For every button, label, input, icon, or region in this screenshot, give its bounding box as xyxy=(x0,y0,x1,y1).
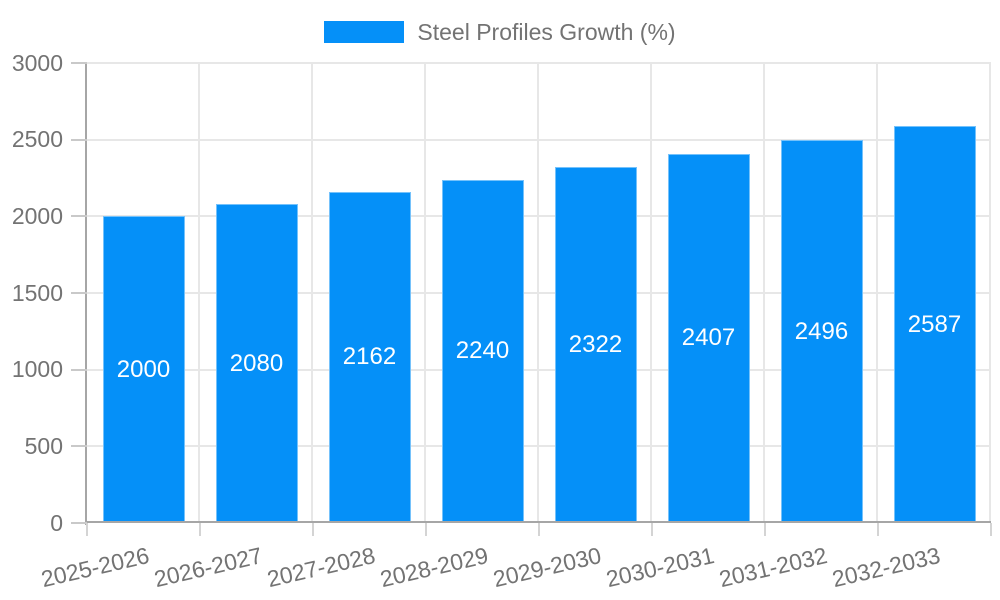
y-axis-tick xyxy=(71,368,87,371)
x-axis-tick xyxy=(199,523,201,536)
gridline-vertical xyxy=(763,63,765,523)
gridline-horizontal xyxy=(87,62,991,64)
y-axis-tick xyxy=(71,215,87,218)
bar-2027-2028[interactable]: 2162 xyxy=(328,191,411,523)
bar-value-label: 2496 xyxy=(794,317,849,345)
y-axis-tick-label: 0 xyxy=(50,509,63,536)
bar-value-label: 2000 xyxy=(116,355,171,383)
bar-2026-2027[interactable]: 2080 xyxy=(215,204,298,523)
x-axis-tick xyxy=(86,523,88,536)
x-axis-tick xyxy=(877,523,879,536)
x-axis-tick xyxy=(990,523,992,536)
y-axis-tick xyxy=(71,445,87,448)
gridline-horizontal xyxy=(87,292,991,294)
y-axis-tick-label: 500 xyxy=(24,432,63,459)
y-axis-tick xyxy=(71,62,87,64)
bar-value-label: 2240 xyxy=(455,337,510,365)
legend[interactable]: Steel Profiles Growth (%) xyxy=(0,20,1000,44)
bar-value-label: 2080 xyxy=(229,349,284,377)
legend-label: Steel Profiles Growth (%) xyxy=(417,19,676,45)
bar-value-label: 2162 xyxy=(342,343,397,371)
plot-area: 2000 2080 2162 2240 2322 2407 2496 2587 xyxy=(87,62,991,523)
y-axis-tick-label: 2000 xyxy=(11,202,63,229)
bar-2032-2033[interactable]: 2587 xyxy=(893,126,976,523)
x-axis-line xyxy=(85,521,991,523)
gridline-vertical xyxy=(424,63,426,523)
gridline-horizontal xyxy=(87,368,991,371)
y-axis-tick xyxy=(71,138,87,141)
bar-2031-2032[interactable]: 2496 xyxy=(780,140,863,523)
bar-value-label: 2407 xyxy=(681,324,736,352)
y-axis-line xyxy=(85,63,87,525)
legend-swatch[interactable] xyxy=(324,21,405,43)
y-axis-tick-label: 3000 xyxy=(11,49,63,76)
x-axis-tick xyxy=(764,523,766,536)
bar-value-label: 2587 xyxy=(907,310,962,338)
gridline-vertical xyxy=(876,63,878,523)
y-axis-tick-label: 2500 xyxy=(11,126,63,153)
gridline-vertical xyxy=(537,63,539,523)
gridline-horizontal xyxy=(87,445,991,448)
gridline-vertical xyxy=(650,63,652,523)
y-axis-tick xyxy=(71,292,87,294)
y-axis-tick-label: 1500 xyxy=(11,279,63,306)
x-axis-tick xyxy=(651,523,653,536)
y-axis-tick-label: 1000 xyxy=(11,356,63,383)
x-axis-tick xyxy=(538,523,540,536)
bar-2030-2031[interactable]: 2407 xyxy=(667,153,750,523)
bar-2029-2030[interactable]: 2322 xyxy=(554,166,637,523)
bar-2028-2029[interactable]: 2240 xyxy=(441,179,524,523)
x-axis-tick xyxy=(425,523,427,536)
y-axis-tick xyxy=(71,522,87,524)
gridline-vertical xyxy=(989,63,991,523)
gridline-vertical xyxy=(198,63,200,523)
gridline-vertical xyxy=(311,63,313,523)
gridline-horizontal xyxy=(87,138,991,141)
bar-value-label: 2322 xyxy=(568,330,623,358)
bar-2025-2026[interactable]: 2000 xyxy=(102,216,185,523)
gridline-horizontal xyxy=(87,215,991,218)
x-axis-tick xyxy=(312,523,314,536)
